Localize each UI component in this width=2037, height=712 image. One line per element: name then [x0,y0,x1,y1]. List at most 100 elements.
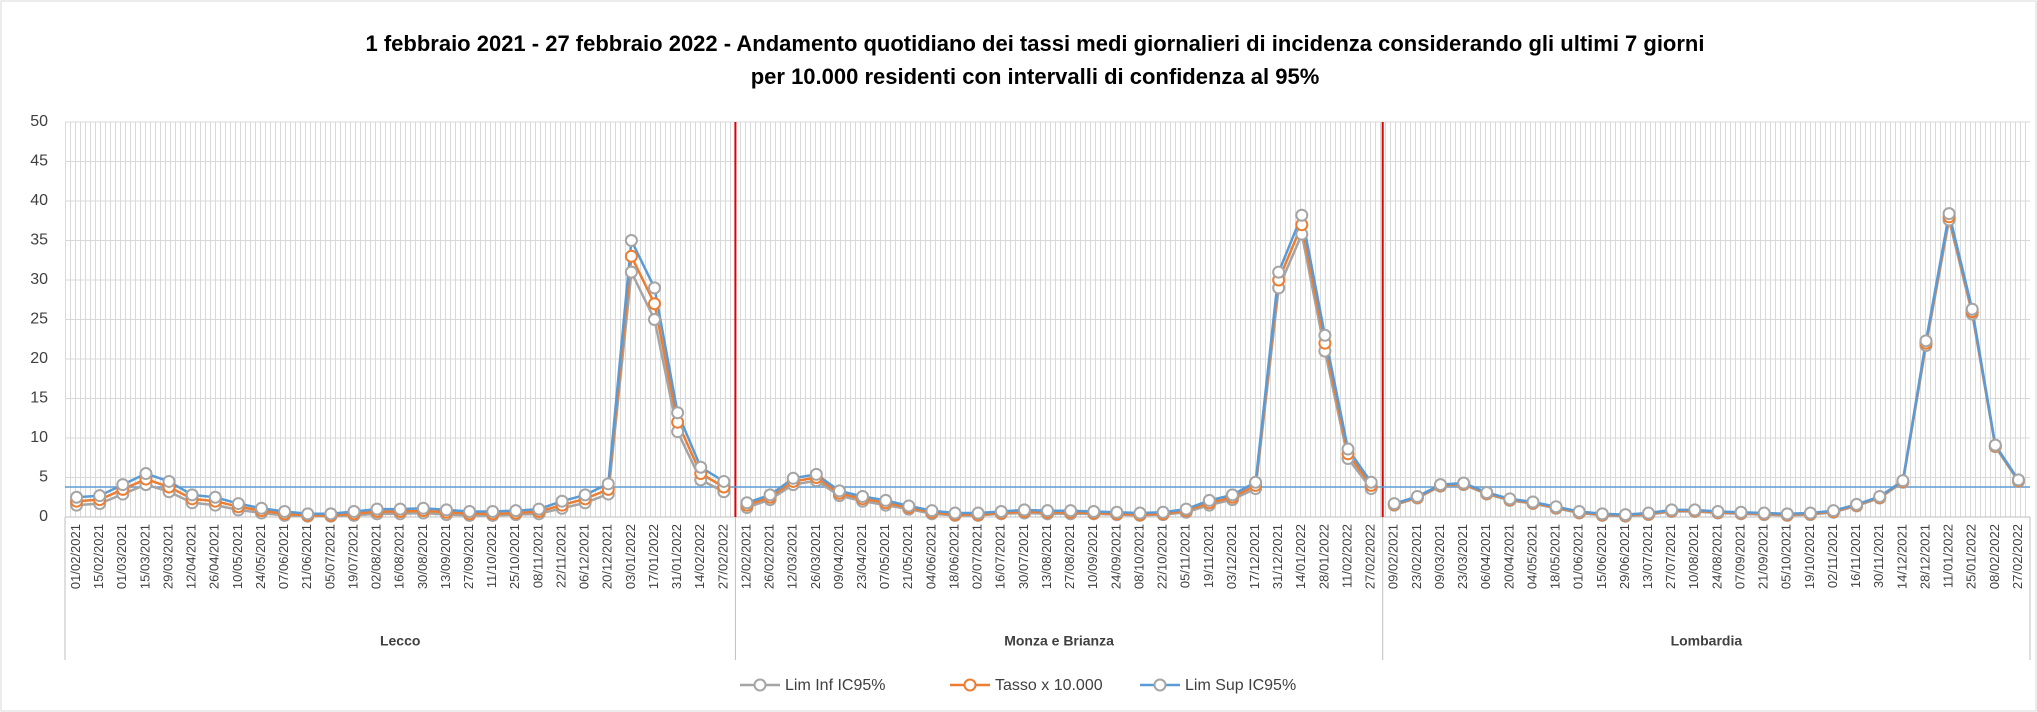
y-tick-label: 10 [30,429,48,446]
x-tick-label: 11/10/2021 [484,524,499,588]
x-tick-label: 21/06/2021 [299,524,314,589]
x-tick-label: 29/03/2021 [160,524,175,589]
x-tick-label: 07/09/2021 [1732,524,1747,589]
x-tick-label: 26/04/2021 [207,524,222,589]
series-marker [1410,489,1424,503]
series-marker [832,484,846,498]
x-tick-label: 02/11/2021 [1825,524,1840,588]
y-tick-label: 5 [39,469,48,486]
series-marker [255,501,268,515]
series-marker [1827,504,1840,518]
legend-label: Lim Sup IC95% [1185,677,1296,694]
x-tick-label: 13/07/2021 [1640,524,1655,589]
series-marker [1734,505,1748,519]
series-line [746,210,1373,515]
series-marker [93,489,107,503]
y-tick-label: 20 [30,350,48,367]
series-marker [509,504,523,518]
series-marker [555,494,569,508]
group-label: Lombardia [1671,633,1743,649]
x-tick-label: 26/03/2021 [808,524,823,589]
series-marker [1041,504,1054,518]
y-tick-label: 35 [30,232,48,249]
series-marker [324,507,338,521]
y-tick-label: 15 [30,390,48,407]
series-marker [347,504,361,518]
x-tick-label: 30/08/2021 [415,524,430,589]
x-tick-label: 08/02/2022 [1987,524,2002,589]
chart-title: 1 febbraio 2021 - 27 febbraio 2022 - And… [365,31,1704,56]
x-tick-label: 18/06/2021 [946,524,961,589]
legend-label: Lim Inf IC95% [785,677,885,694]
series-marker [1249,475,1263,489]
series-marker [439,503,453,517]
series-marker [740,496,754,510]
series-marker [994,504,1008,518]
x-tick-label: 09/02/2021 [1386,524,1401,589]
x-tick-label: 28/01/2022 [1316,524,1331,589]
series-marker [162,474,176,488]
series-marker [1688,503,1702,517]
x-tick-label: 25/01/2022 [1964,524,1979,589]
series-marker [278,504,292,518]
x-tick-label: 03/12/2021 [1224,524,1239,589]
x-tick-label: 12/04/2021 [184,524,199,589]
x-tick-label: 04/06/2021 [923,524,938,589]
series-marker [208,490,222,504]
series-marker [1133,506,1147,520]
series-line [1393,213,2020,516]
series-marker [694,460,708,474]
series-marker [1780,507,1794,521]
y-tick-label: 40 [30,192,48,209]
x-tick-label: 08/11/2021 [530,524,545,588]
x-tick-label: 21/09/2021 [1756,524,1771,589]
x-tick-label: 16/07/2021 [993,524,1008,589]
series-marker [624,265,638,279]
x-tick-label: 15/06/2021 [1594,524,1609,589]
x-tick-label: 14/12/2021 [1894,524,1909,589]
legend-marker [1153,678,1167,692]
series-marker [1595,507,1609,521]
series-marker [1064,504,1078,518]
x-tick-label: 24/05/2021 [253,524,268,589]
x-tick-label: 23/04/2021 [854,524,869,589]
series-marker [1318,328,1332,342]
series-marker [1988,438,2002,452]
x-tick-label: 06/12/2021 [577,524,592,589]
x-tick-label: 10/09/2021 [1085,524,1100,589]
series-marker [1503,492,1517,506]
x-tick-label: 14/01/2022 [1293,524,1308,589]
series-marker [925,504,939,518]
series-marker [1896,474,1910,488]
series-marker [1110,505,1124,519]
x-tick-label: 04/05/2021 [1524,524,1539,589]
x-tick-label: 27/09/2021 [461,524,476,589]
series-marker [231,497,245,511]
series-marker [2011,473,2025,487]
series-marker [578,488,592,502]
series-marker [301,507,315,521]
x-tick-label: 01/02/2021 [68,524,83,589]
series-marker [1364,475,1378,489]
x-tick-label: 10/08/2021 [1686,524,1701,589]
x-tick-label: 10/05/2021 [230,524,245,589]
x-tick-label: 20/12/2021 [600,524,615,589]
series-marker [1850,497,1864,511]
x-tick-label: 07/05/2021 [877,524,892,589]
series-marker [1873,489,1887,503]
x-tick-label: 08/10/2021 [1131,524,1146,589]
series-marker [1434,478,1447,492]
y-tick-label: 45 [30,153,48,170]
series-marker [763,488,777,502]
series-marker [1711,504,1725,518]
x-tick-label: 03/01/2022 [623,524,638,589]
x-tick-label: 24/09/2021 [1108,524,1123,589]
x-tick-label: 19/10/2021 [1802,524,1817,589]
legend-marker [753,678,767,692]
x-tick-label: 09/04/2021 [831,524,846,589]
x-tick-label: 14/02/2022 [692,524,707,589]
series-marker [648,313,661,326]
series-marker [1618,508,1632,522]
series-marker [1526,495,1540,509]
